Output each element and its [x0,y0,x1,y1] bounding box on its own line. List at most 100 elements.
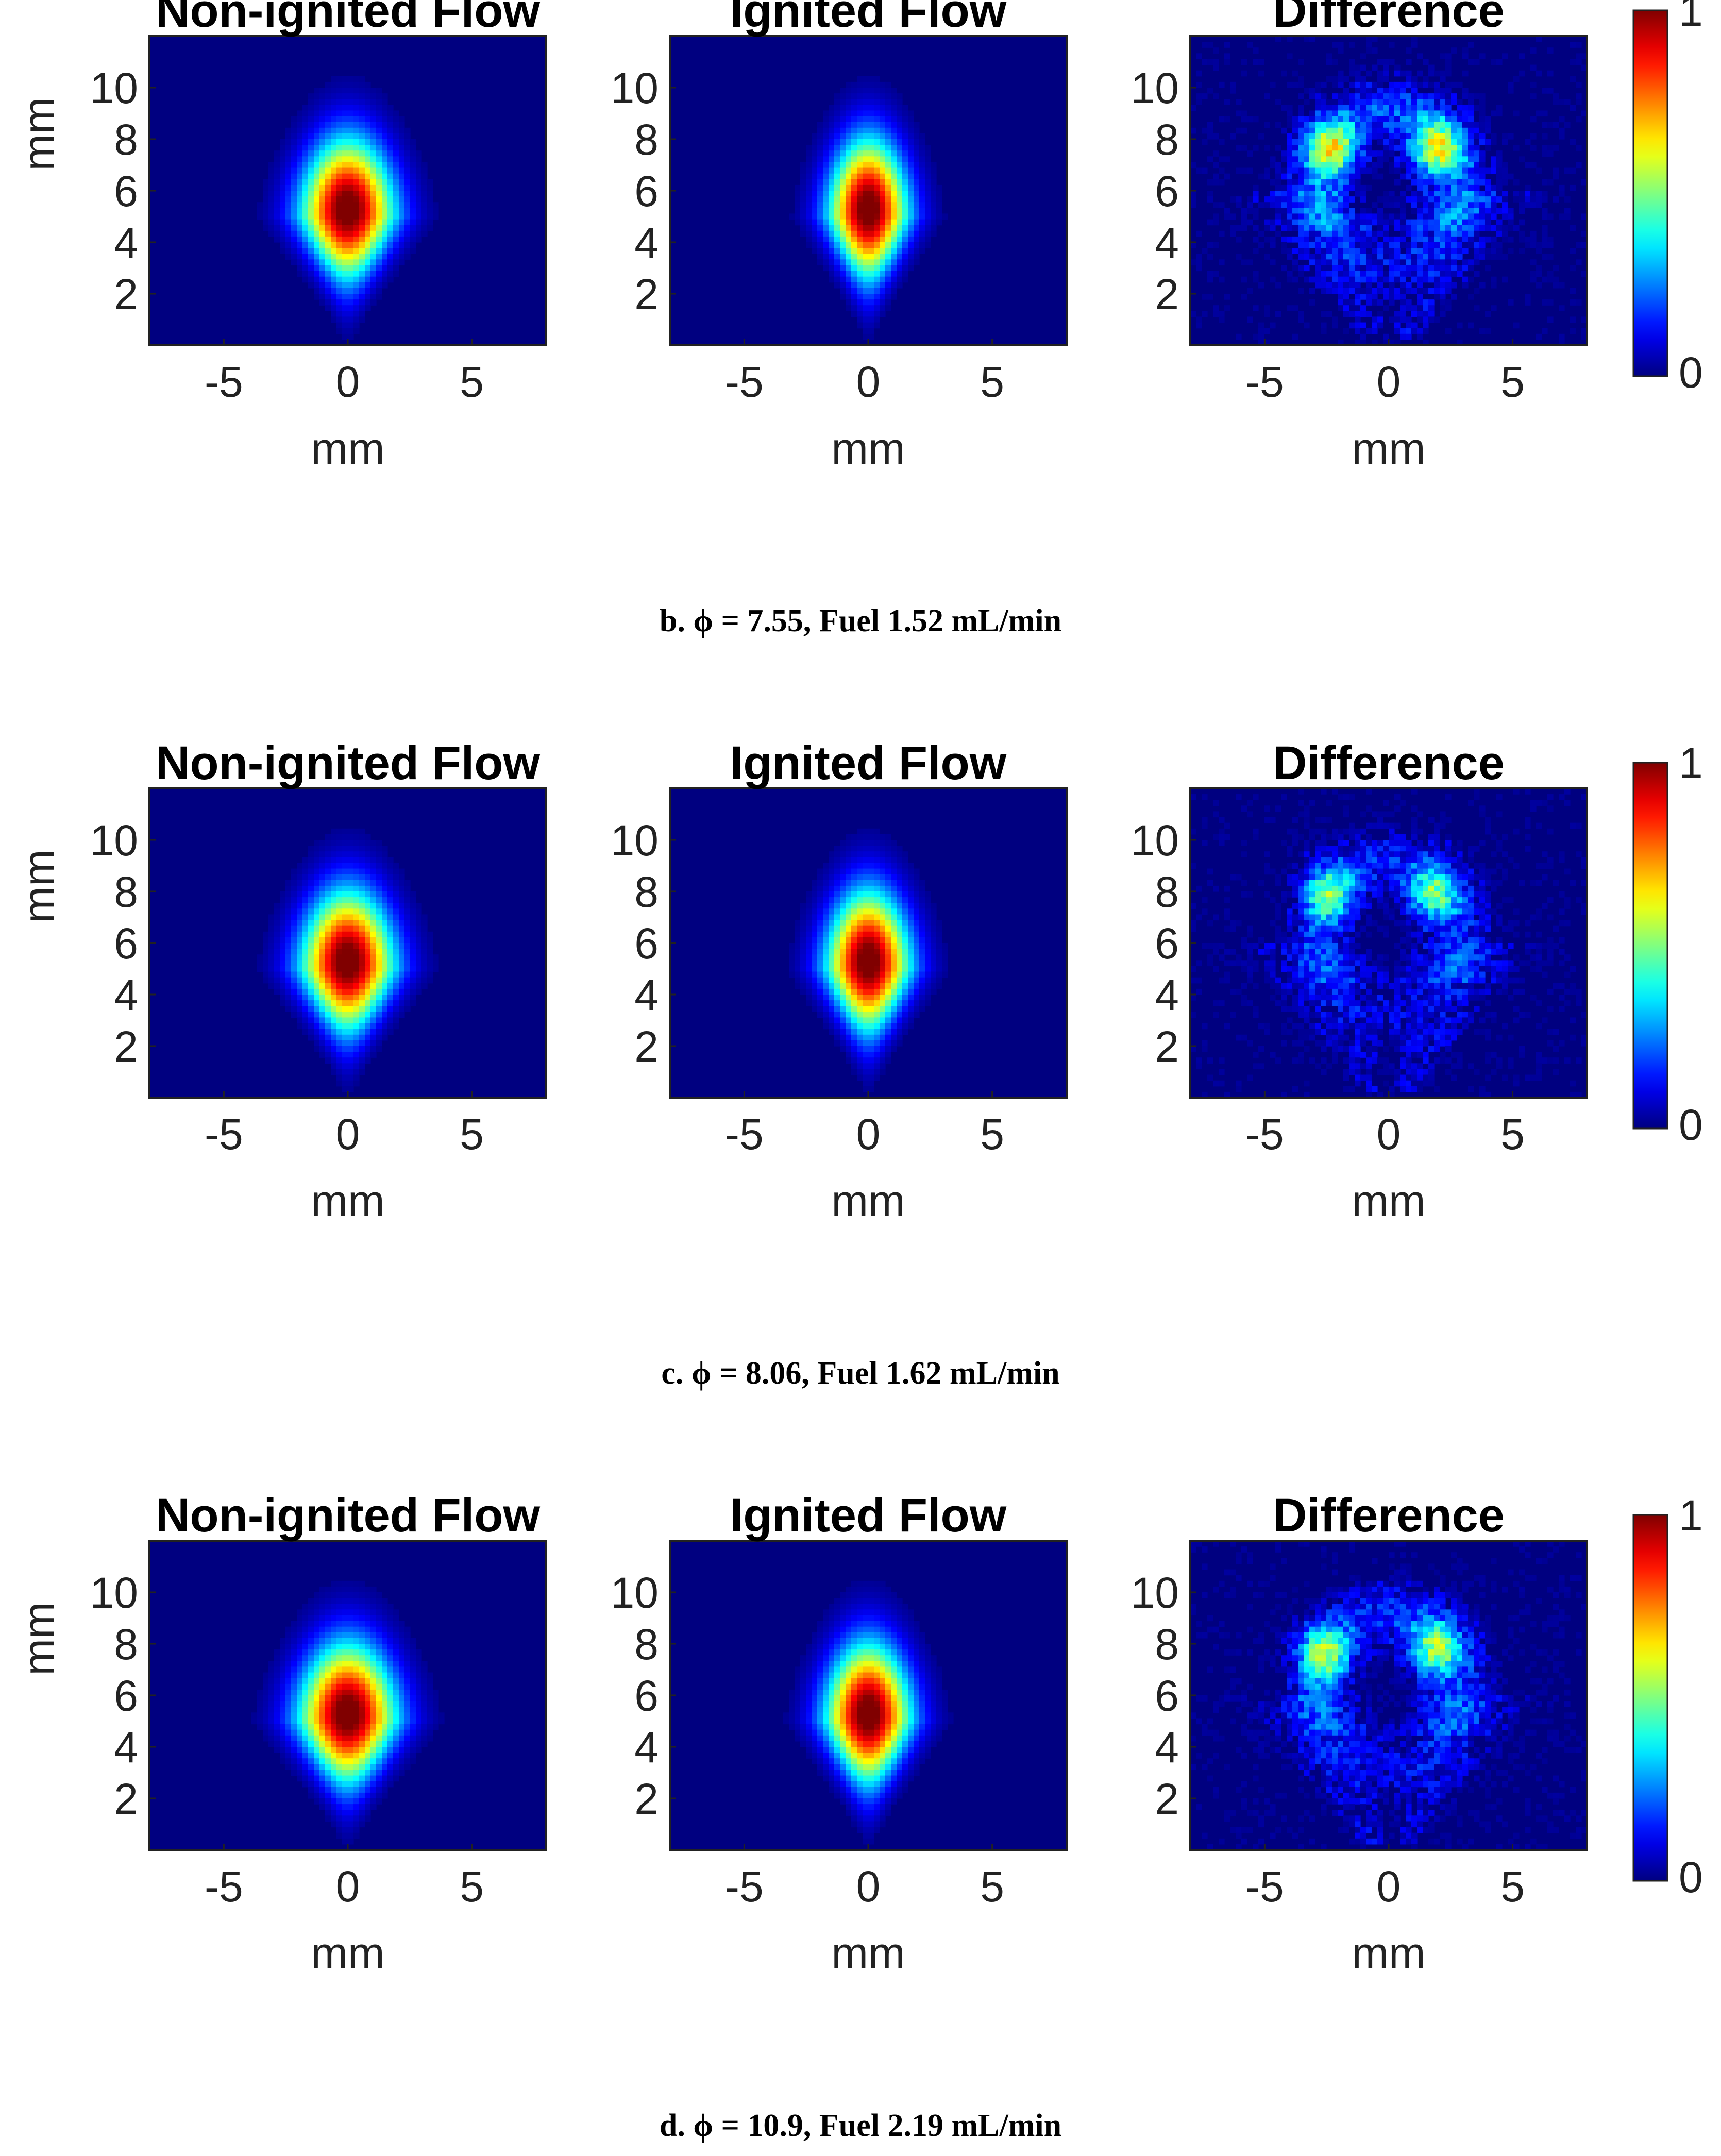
heatmap-cell [348,99,354,105]
heatmap-cell [1445,167,1452,174]
heatmap-cell [421,208,428,214]
heatmap-cell [1338,236,1344,243]
heatmap-cell [359,259,365,266]
heatmap-cell [863,908,869,915]
heatmap-cell [846,960,852,967]
heatmap-cell [800,196,806,203]
heatmap-cell [1326,191,1332,197]
heatmap-cell [285,960,292,967]
heatmap-cell [297,954,303,961]
heatmap-cell [840,1012,846,1018]
heatmap-cell [812,885,818,892]
heatmap-cell [342,282,348,289]
heatmap-cell [1202,167,1208,174]
heatmap-cell [348,179,354,186]
heatmap-cell [319,150,326,157]
heatmap-cell [1440,230,1446,237]
heatmap-cell [336,908,343,915]
heatmap-cell [1275,230,1281,237]
heatmap-cell [1406,70,1412,77]
heatmap-cell [817,225,823,231]
heatmap-cell [863,110,869,117]
heatmap-cell [325,145,331,151]
heatmap-cell [353,988,360,995]
heatmap-cell [348,920,354,927]
heatmap-cell [370,1034,377,1041]
heatmap-cell [851,105,857,111]
heatmap-cell [365,834,371,840]
heatmap-cell [1309,150,1315,157]
heatmap-cell [1428,167,1435,174]
heatmap-cell [365,88,371,94]
heatmap-cell [868,242,874,248]
heatmap-cell [399,259,405,266]
heatmap-cell [874,988,880,995]
heatmap-cell [308,943,314,949]
heatmap-cell [365,242,371,248]
heatmap-cell [387,954,394,961]
heatmap-cell [274,925,280,932]
heatmap-cell [1338,167,1344,174]
heatmap-cell [342,271,348,277]
heatmap-cell [1423,116,1429,123]
heatmap-cell [834,208,840,214]
heatmap-cell [1360,116,1366,123]
heatmap-cell [897,191,903,197]
heatmap-cell [891,230,897,237]
heatmap-cell [1440,150,1446,157]
heatmap-cell [382,213,388,220]
heatmap-cell [342,1086,348,1092]
heatmap-cell [874,1052,880,1058]
heatmap-cell [1445,122,1452,128]
heatmap-cell [285,219,292,226]
heatmap-cell [1394,242,1401,248]
heatmap-cell [404,248,411,254]
heatmap-cell [285,943,292,949]
heatmap-cell [1474,145,1480,151]
heatmap-cell [393,191,399,197]
heatmap-cell [1355,167,1361,174]
heatmap-cell [1570,76,1576,82]
heatmap-cell [421,977,428,984]
heatmap-cell [1434,167,1440,174]
heatmap-cell [370,276,377,283]
heatmap-cell [1411,248,1418,254]
heatmap-cell [370,885,377,892]
heatmap-cell [1389,133,1395,140]
heatmap-cell [274,908,280,915]
heatmap-cell [1275,208,1281,214]
heatmap-cell [1559,184,1565,191]
heatmap-cell [302,880,309,886]
heatmap-cell [404,977,411,984]
heatmap-cell [308,1006,314,1012]
heatmap-cell [914,179,920,186]
heatmap-cell [308,1012,314,1018]
heatmap-cell [840,93,846,99]
heatmap-cell [1247,288,1253,294]
heatmap-cell [1264,254,1270,260]
heatmap-cell [806,937,812,944]
heatmap-cell [795,219,801,226]
heatmap-cell [404,897,411,903]
heatmap-cell [857,139,863,145]
heatmap-cell [365,908,371,915]
heatmap-cell [1417,81,1423,88]
heatmap-cell [1434,316,1440,323]
heatmap-cell [863,971,869,978]
heatmap-cell [314,1034,320,1041]
heatmap-cell [257,202,263,208]
heatmap-cell [1360,196,1366,203]
heatmap-cell [885,179,891,186]
heatmap-cell [285,1000,292,1006]
heatmap-cell [1411,116,1418,123]
heatmap-cell [1451,47,1457,54]
heatmap-cell [908,133,914,140]
heatmap-cell [1434,196,1440,203]
heatmap-cell [1355,225,1361,231]
heatmap-cell [868,937,874,944]
heatmap-cell [840,977,846,984]
heatmap-cell [1343,294,1349,300]
heatmap-cell [1508,299,1514,306]
heatmap-cell [891,179,897,186]
heatmap-cell [846,110,852,117]
